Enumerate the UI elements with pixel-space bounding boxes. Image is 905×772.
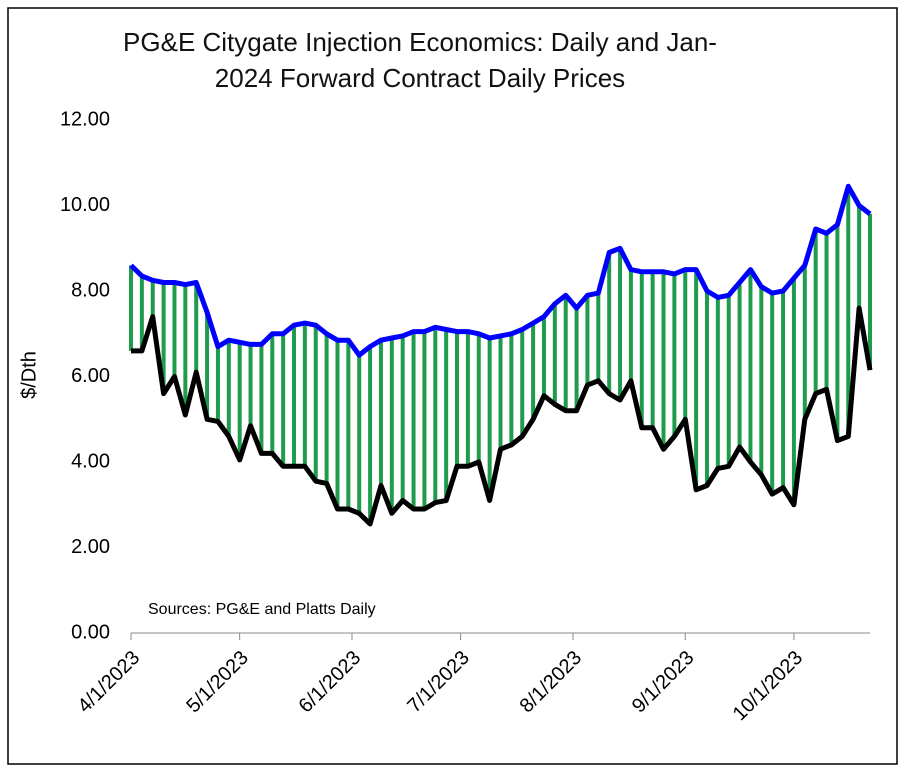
x-tick-label: 9/1/2023 — [628, 647, 699, 718]
y-tick-label: 4.00 — [71, 450, 110, 472]
x-tick-label: 6/1/2023 — [295, 647, 366, 718]
x-tick-label: 10/1/2023 — [729, 647, 807, 725]
chart-frame — [7, 7, 898, 765]
series-line — [131, 305, 873, 527]
y-tick-label: 12.00 — [60, 108, 110, 130]
y-tick-label: 8.00 — [71, 279, 110, 301]
y-tick-label: 6.00 — [71, 365, 110, 387]
y-tick-label: 2.00 — [71, 536, 110, 558]
x-tick-label: 7/1/2023 — [403, 647, 474, 718]
series-line — [129, 183, 872, 358]
y-tick-label: 10.00 — [60, 194, 110, 216]
annotation: Sources: PG&E and Platts Daily — [148, 601, 376, 618]
y-tick-label: 0.00 — [71, 621, 110, 643]
y-axis-label: $/Dth — [18, 351, 40, 399]
chart-title: PG&E Citygate Injection Economics: Daily… — [123, 27, 717, 93]
x-tick-label: 8/1/2023 — [516, 647, 587, 718]
x-tick-label: 5/1/2023 — [182, 647, 253, 718]
x-tick-label: 4/1/2023 — [74, 647, 145, 718]
